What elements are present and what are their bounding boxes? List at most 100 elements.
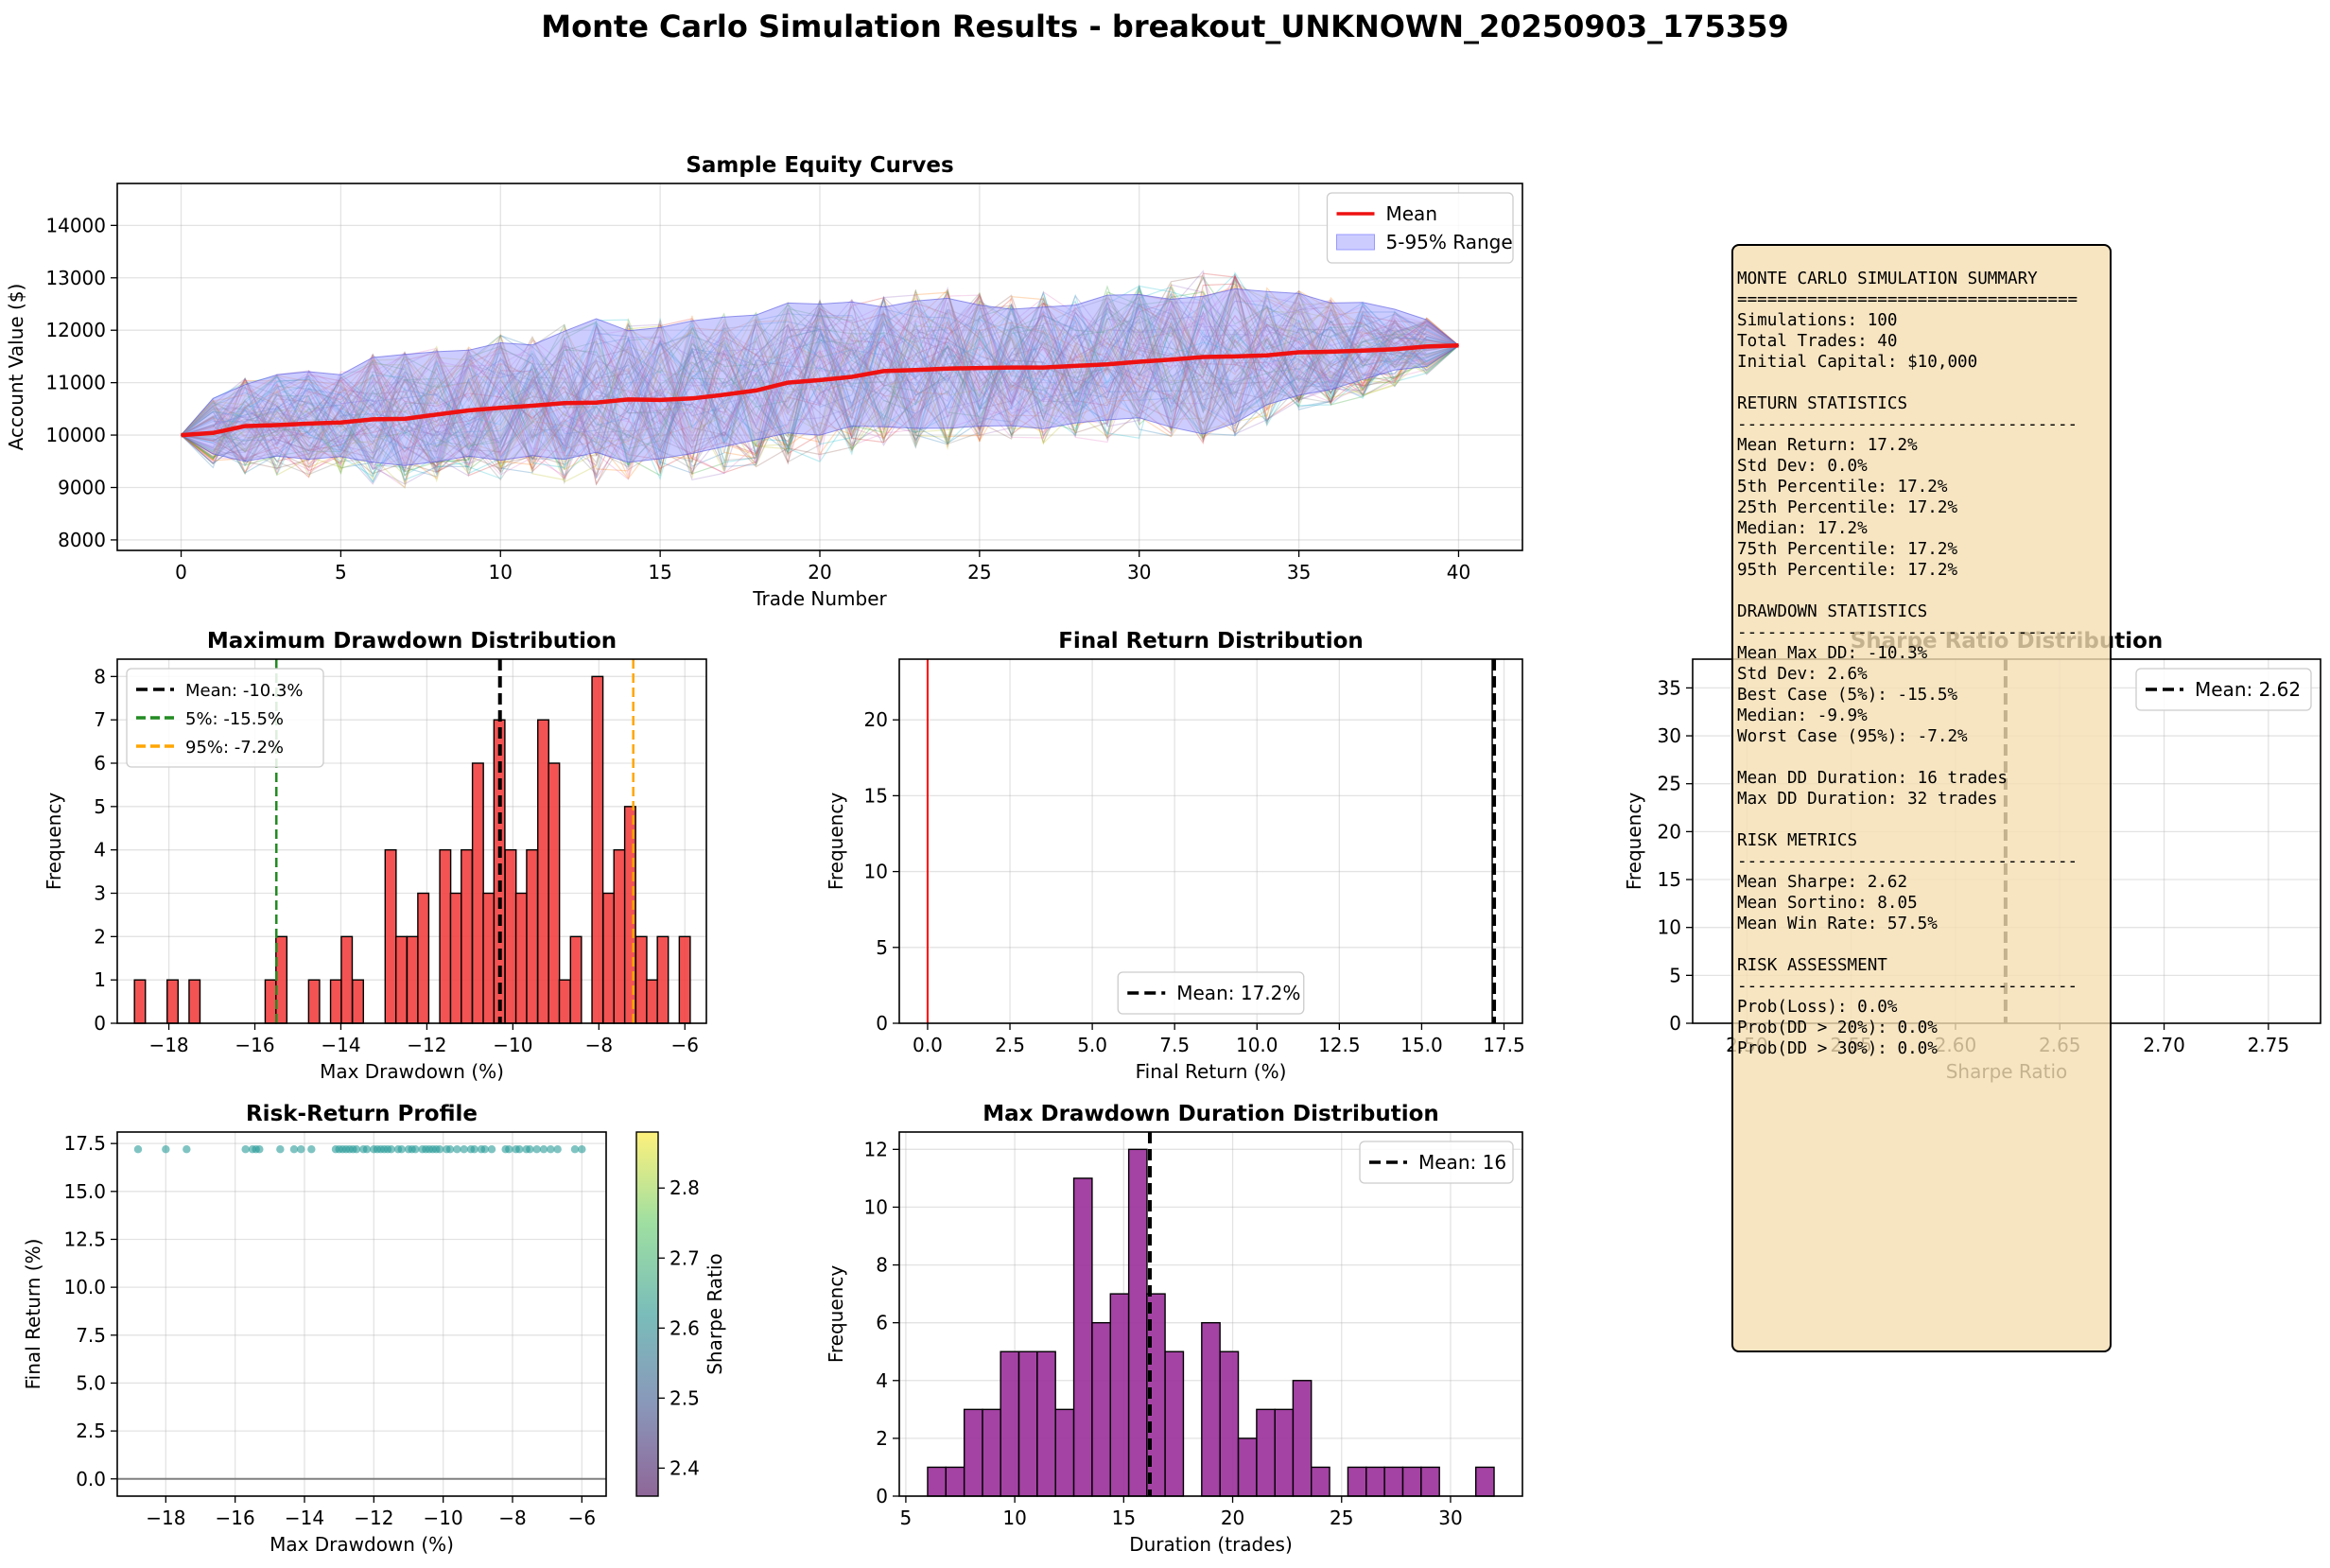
colorbar-tick-label: 2.8	[669, 1176, 700, 1199]
sharpe-ylabel: Frequency	[1623, 793, 1645, 890]
risk-return-point	[255, 1145, 264, 1154]
final-return-frame	[898, 658, 1523, 1024]
final_return-xtick-label: 2.5	[995, 1034, 1025, 1056]
risk-return-point	[487, 1145, 496, 1154]
sharpe-ytick-label: 5	[1669, 964, 1681, 986]
risk-return-point	[445, 1145, 455, 1154]
drawdown-bar	[340, 935, 354, 1024]
summary-line: Best Case (5%): -15.5%	[1737, 686, 1958, 705]
equity-xtick-label: 10	[489, 561, 513, 584]
equity-ytick-label: 10000	[45, 424, 106, 446]
final_return-ytick-label: 10	[864, 861, 888, 883]
equity-legend: Mean 5-95% Range	[1326, 192, 1514, 264]
summary-line: RETURN STATISTICS	[1737, 394, 1908, 413]
drawdown-ytick-label: 7	[94, 708, 106, 731]
duration-bar	[1347, 1466, 1367, 1497]
drawdown-bar	[514, 892, 528, 1024]
final-return-legend-label: Mean: 17.2%	[1176, 982, 1300, 1004]
risk_return-axes: −18 −16 −14 −12 −10 −8 −6 0.0 2.5 5.0 7.5 10.0 12.5 1…	[22, 1102, 606, 1556]
drawdown-bar	[133, 979, 147, 1024]
drawdown-bar	[537, 719, 549, 1024]
colorbar-tick-label: 2.6	[669, 1316, 700, 1339]
summary-line: 25th Percentile: 17.2%	[1737, 498, 1958, 517]
drawdown-bar	[275, 935, 288, 1024]
duration-bars	[927, 1148, 1495, 1497]
drawdown-xtick-label: −10	[493, 1034, 532, 1056]
drawdown-ytick-label: 6	[94, 752, 106, 775]
risk_return-ytick-label: 7.5	[76, 1324, 106, 1347]
colorbar-tick-label: 2.5	[669, 1386, 700, 1409]
risk-return-point	[526, 1145, 534, 1154]
drawdown-legend-label: 5%: -15.5%	[185, 709, 284, 729]
figure-title: Monte Carlo Simulation Results - breakou…	[541, 9, 1788, 44]
risk_return-ytick-label: 15.0	[63, 1180, 106, 1203]
duration-ylabel: Frequency	[825, 1265, 847, 1363]
equity-xtick-label: 35	[1287, 561, 1311, 584]
drawdown-legend-frame	[126, 668, 324, 768]
drawdown-bar	[417, 892, 430, 1024]
equity-ylabel: Account Value ($)	[5, 284, 27, 451]
duration-bar	[1127, 1148, 1148, 1497]
risk-return-point	[539, 1145, 548, 1154]
risk-return-frame	[116, 1131, 607, 1497]
drawdown-bar	[329, 979, 342, 1024]
drawdown-xtick-label: −14	[321, 1034, 360, 1056]
summary-line: Total Trades: 40	[1737, 332, 1898, 351]
drawdown-legend-label: Mean: -10.3%	[185, 681, 304, 701]
duration-xtick-label: 10	[1002, 1507, 1026, 1529]
final_return-ytick-label: 15	[864, 784, 888, 807]
summary-line: ----------------------------------	[1737, 623, 2078, 642]
final_return-xtick-label: 7.5	[1159, 1034, 1190, 1056]
risk_return-ytick-label: 2.5	[76, 1420, 106, 1442]
final-return-legend-frame	[1117, 971, 1305, 1015]
sharpe-ytick-label: 0	[1669, 1012, 1681, 1035]
risk-return-point	[570, 1145, 580, 1154]
drawdown-bar	[613, 848, 626, 1024]
summary-line: ----------------------------------	[1737, 415, 2078, 434]
equity-plot-area	[180, 270, 1460, 489]
drawdown-bar	[384, 848, 397, 1024]
equity-xlabel: Trade Number	[752, 587, 887, 610]
summary-line: Mean Win Rate: 57.5%	[1737, 915, 1938, 933]
summary-line: MONTE CARLO SIMULATION SUMMARY	[1737, 270, 2038, 288]
summary-line: Std Dev: 0.0%	[1737, 457, 1868, 476]
duration-bar	[1109, 1293, 1130, 1497]
sharpe-ytick-label: 10	[1658, 916, 1681, 939]
summary-line: Mean Sortino: 8.05	[1737, 894, 1918, 913]
duration-bar	[927, 1466, 947, 1497]
summary-line: 75th Percentile: 17.2%	[1737, 540, 1958, 559]
equity-xtick-label: 30	[1127, 561, 1151, 584]
sharpe-ytick-label: 20	[1658, 820, 1681, 843]
duration-ytick-label: 4	[876, 1369, 888, 1392]
equity-ytick-label: 12000	[45, 319, 106, 341]
final_return-xtick-label: 15.0	[1400, 1034, 1443, 1056]
summary-line: Mean Return: 17.2%	[1737, 436, 1918, 455]
drawdown-bar	[461, 848, 474, 1024]
summary-line	[1737, 747, 2110, 768]
risk-return-point	[307, 1145, 316, 1154]
risk-return-point	[183, 1145, 191, 1154]
final_return-ytick-label: 5	[876, 936, 888, 959]
drawdown-bar	[394, 935, 408, 1024]
risk-return-point	[480, 1145, 489, 1154]
sharpe-ytick-label: 25	[1658, 773, 1681, 795]
drawdown-bar	[504, 848, 517, 1024]
duration-title: Max Drawdown Duration Distribution	[982, 1102, 1439, 1126]
drawdown-bar	[526, 848, 539, 1024]
risk_return-xtick-label: −18	[146, 1507, 185, 1529]
colorbar-label: Sharpe Ratio	[704, 1253, 726, 1375]
risk_return-title: Risk-Return Profile	[246, 1102, 478, 1126]
equity-xtick-label: 0	[175, 561, 187, 584]
duration-bar	[1256, 1408, 1276, 1497]
drawdown-ytick-label: 0	[94, 1012, 106, 1035]
drawdown-bar	[646, 979, 659, 1024]
duration-bar	[1000, 1350, 1020, 1497]
duration-bar	[1201, 1321, 1221, 1497]
duration-xlabel: Duration (trades)	[1129, 1533, 1293, 1556]
equity-title: Sample Equity Curves	[686, 153, 953, 178]
final_return-title: Final Return Distribution	[1058, 629, 1364, 653]
risk-return-point	[578, 1145, 586, 1154]
duration-bar	[1274, 1408, 1295, 1497]
equity-legend-label: 5-95% Range	[1386, 231, 1513, 253]
duration-bar	[1420, 1466, 1440, 1497]
